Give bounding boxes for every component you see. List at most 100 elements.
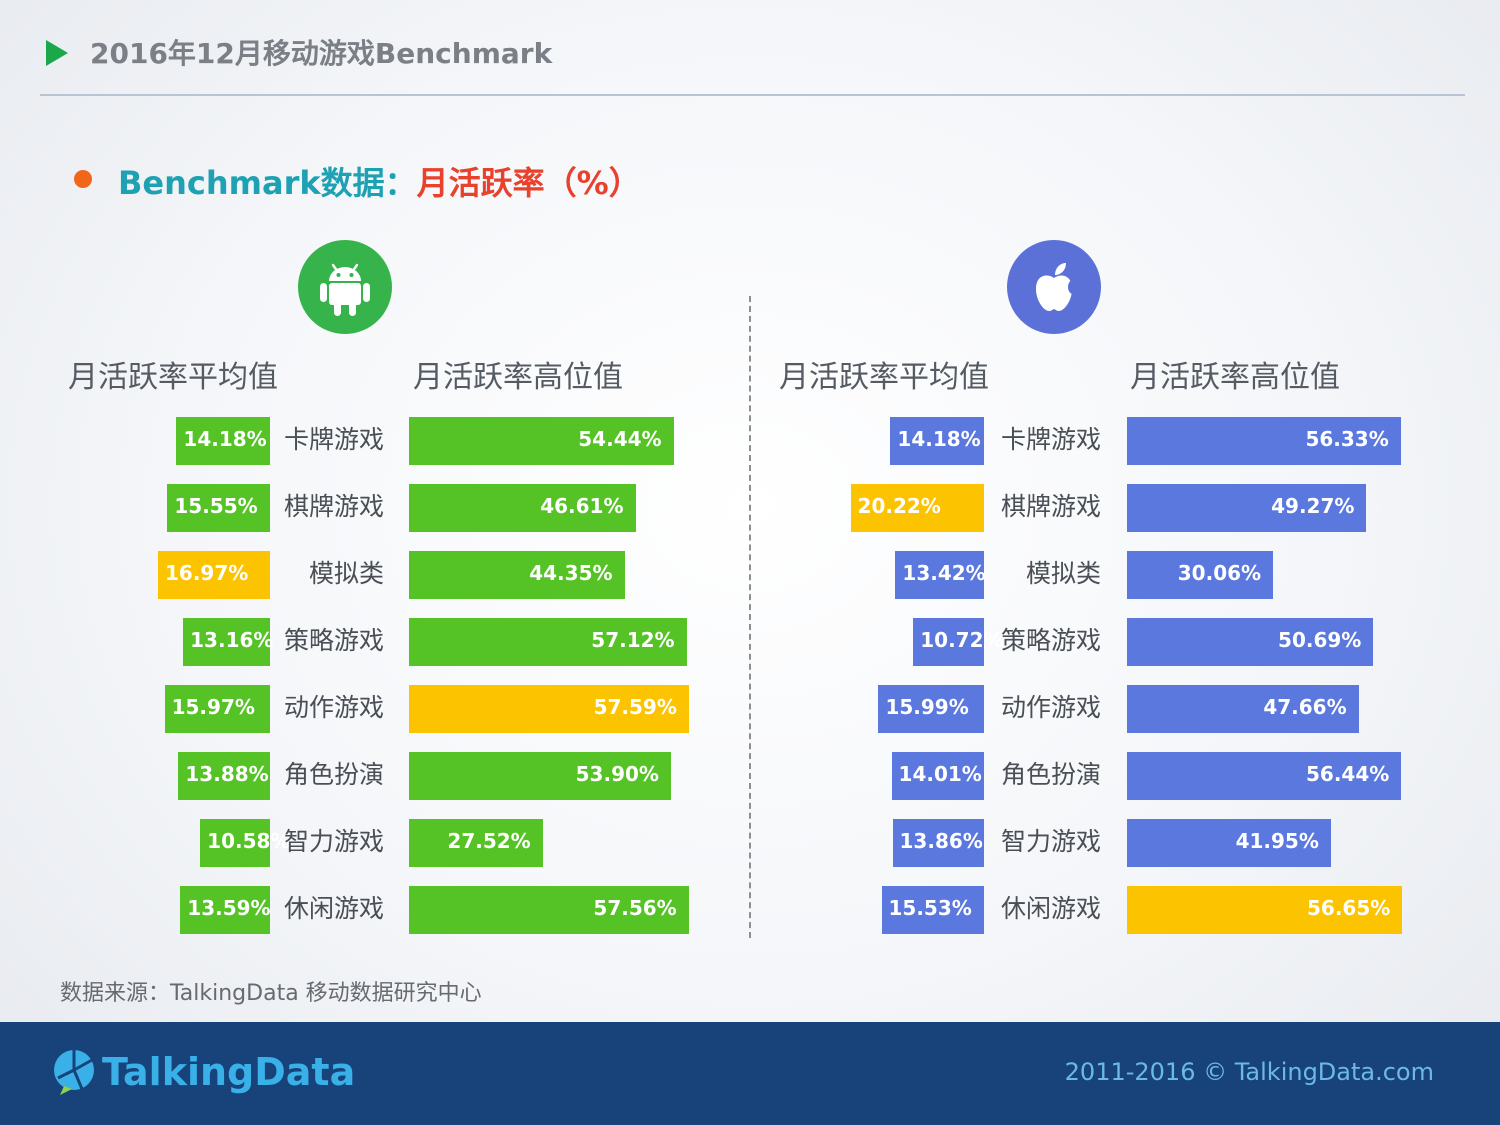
ios-high-bar bbox=[1127, 819, 1331, 867]
android-category-label: 角色扮演 bbox=[283, 760, 384, 789]
subtitle-part2: 月活跃率（%） bbox=[416, 164, 641, 202]
ios-avg-bar bbox=[890, 417, 984, 465]
android-avg-bar bbox=[180, 886, 270, 934]
android-high-header: 月活跃率高位值 bbox=[413, 360, 623, 395]
android-category-label: 休闲游戏 bbox=[283, 894, 384, 923]
footer: TalkingData 2011-2016 © TalkingData.com bbox=[0, 1022, 1500, 1125]
android-avg-bar bbox=[167, 484, 270, 532]
android-avg-bar bbox=[157, 551, 270, 599]
android-high-label: 54.44% bbox=[578, 427, 662, 451]
apple-icon bbox=[1007, 240, 1101, 334]
ios-avg-bar bbox=[895, 551, 984, 599]
ios-avg-bar bbox=[850, 484, 984, 532]
ios-avg-bar bbox=[891, 752, 984, 800]
android-avg-bar bbox=[200, 819, 270, 867]
android-high-bar bbox=[409, 886, 689, 934]
ios-avg-label: 20.22% bbox=[857, 494, 941, 518]
ios-high-bar bbox=[1127, 685, 1359, 733]
android-avg-label: 13.16% bbox=[190, 628, 274, 652]
source-note: 数据来源：TalkingData 移动数据研究中心 bbox=[60, 981, 482, 1006]
android-high-label: 53.90% bbox=[575, 762, 659, 786]
android-high-bar bbox=[409, 685, 689, 733]
android-high-label: 46.61% bbox=[540, 494, 624, 518]
ios-high-bar bbox=[1127, 484, 1367, 532]
ios-high-label: 41.95% bbox=[1235, 829, 1319, 853]
ios-high-label: 50.69% bbox=[1278, 628, 1362, 652]
ios-category-label: 休闲游戏 bbox=[1000, 894, 1101, 923]
android-high-bar bbox=[409, 752, 671, 800]
ios-avg-label: 10.72% bbox=[920, 628, 1004, 652]
android-category-label: 卡牌游戏 bbox=[283, 425, 384, 454]
android-category-label: 模拟类 bbox=[308, 559, 384, 588]
subtitle-part1: Benchmark数据 bbox=[118, 164, 385, 202]
android-high-bar bbox=[409, 618, 687, 666]
ios-category-label: 智力游戏 bbox=[1000, 827, 1101, 856]
ios-category-label: 角色扮演 bbox=[1000, 760, 1101, 789]
android-avg-bar bbox=[164, 685, 270, 733]
ios-category-label: 卡牌游戏 bbox=[1000, 425, 1101, 454]
ios-high-bar bbox=[1127, 752, 1402, 800]
ios-high-label: 56.33% bbox=[1305, 427, 1389, 451]
ios-avg-label: 15.53% bbox=[888, 896, 972, 920]
ios-category-label: 策略游戏 bbox=[1000, 626, 1101, 655]
play-triangle-icon bbox=[46, 40, 68, 66]
ios-high-label: 47.66% bbox=[1263, 695, 1347, 719]
android-high-label: 44.35% bbox=[529, 561, 613, 585]
header-rule bbox=[40, 94, 1465, 96]
android-high-bar bbox=[409, 551, 625, 599]
talkingdata-logo-icon bbox=[52, 1048, 100, 1100]
android-high-label: 57.59% bbox=[593, 695, 677, 719]
benchmark-chart: 月活跃率平均值 月活跃率高位值 14.18% 卡牌游戏 54.44% 15.55% 棋牌游戏… bbox=[68, 360, 1403, 934]
panel-divider bbox=[749, 296, 751, 938]
android-avg-label: 13.88% bbox=[185, 762, 269, 786]
android-high-label: 57.12% bbox=[591, 628, 675, 652]
android-avg-bar bbox=[178, 752, 270, 800]
android-category-label: 棋牌游戏 bbox=[283, 492, 384, 521]
ios-category-label: 动作游戏 bbox=[1000, 693, 1101, 722]
android-high-label: 27.52% bbox=[447, 829, 531, 853]
copyright: 2011-2016 © TalkingData.com bbox=[1064, 1058, 1434, 1086]
subtitle-separator: ： bbox=[384, 164, 417, 202]
talkingdata-logo: TalkingData bbox=[102, 1050, 356, 1094]
ios-high-bar bbox=[1127, 551, 1274, 599]
ios-avg-bar bbox=[878, 685, 984, 733]
android-avg-label: 13.59% bbox=[187, 896, 271, 920]
android-category-label: 策略游戏 bbox=[283, 626, 384, 655]
ios-high-label: 49.27% bbox=[1271, 494, 1355, 518]
android-avg-label: 10.58% bbox=[207, 829, 291, 853]
bullet-dot-icon bbox=[74, 170, 92, 188]
ios-avg-header: 月活跃率平均值 bbox=[779, 360, 989, 395]
android-avg-label: 14.18% bbox=[183, 427, 267, 451]
android-high-bar bbox=[409, 484, 636, 532]
page-title: 2016年12月移动游戏Benchmark bbox=[90, 37, 553, 70]
ios-high-label: 56.44% bbox=[1305, 762, 1390, 786]
android-high-bar bbox=[409, 819, 543, 867]
ios-avg-label: 14.01% bbox=[898, 762, 982, 786]
ios-high-label: 30.06% bbox=[1177, 561, 1262, 585]
android-avg-label: 15.97% bbox=[171, 695, 255, 719]
android-category-label: 动作游戏 bbox=[283, 693, 384, 722]
android-avg-bar bbox=[176, 417, 270, 465]
android-avg-bar bbox=[183, 618, 270, 666]
ios-avg-label: 13.86% bbox=[899, 829, 983, 853]
android-icon bbox=[298, 240, 392, 334]
ios-avg-bar bbox=[892, 819, 984, 867]
ios-avg-label: 13.42% bbox=[902, 561, 986, 585]
ios-high-label: 56.65% bbox=[1307, 896, 1391, 920]
ios-high-bar bbox=[1127, 886, 1403, 934]
ios-high-bar bbox=[1127, 618, 1374, 666]
android-category-label: 智力游戏 bbox=[283, 827, 384, 856]
android-high-bar bbox=[409, 417, 674, 465]
ios-avg-label: 15.99% bbox=[885, 695, 969, 719]
ios-category-label: 棋牌游戏 bbox=[1000, 492, 1101, 521]
ios-high-header: 月活跃率高位值 bbox=[1130, 360, 1340, 395]
header: 2016年12月移动游戏Benchmark bbox=[0, 0, 1500, 96]
android-avg-label: 16.97% bbox=[164, 561, 249, 585]
ios-high-bar bbox=[1127, 417, 1401, 465]
android-avg-header: 月活跃率平均值 bbox=[68, 360, 278, 395]
android-avg-label: 15.55% bbox=[174, 494, 258, 518]
android-high-label: 57.56% bbox=[593, 896, 677, 920]
ios-avg-bar bbox=[913, 618, 984, 666]
ios-avg-bar bbox=[881, 886, 984, 934]
ios-category-label: 模拟类 bbox=[1025, 559, 1101, 588]
